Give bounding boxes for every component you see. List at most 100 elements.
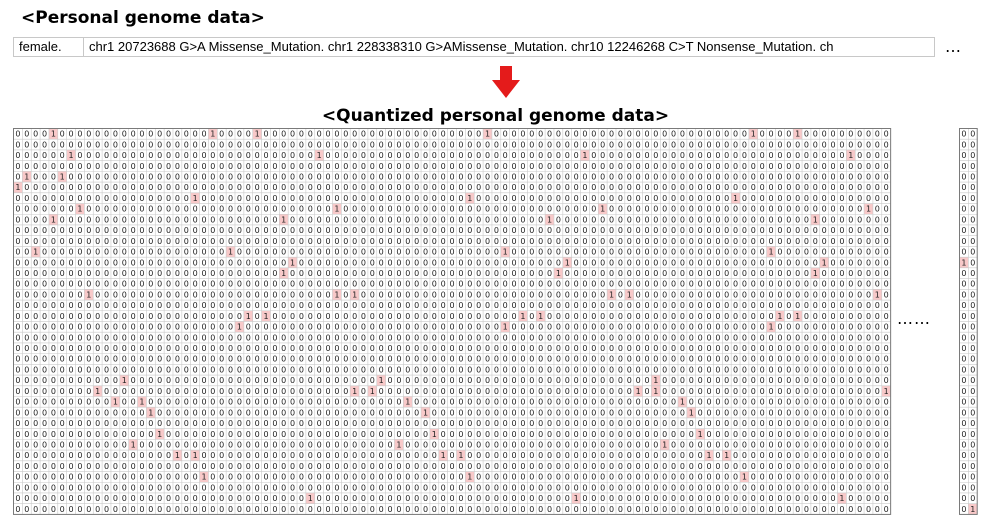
matrix-cell-zero: 0: [166, 365, 171, 374]
matrix-cell-zero: 0: [662, 323, 667, 332]
matrix-cell-zero: 0: [724, 248, 729, 257]
matrix-cell-zero: 0: [343, 215, 348, 224]
matrix-cell-zero: 0: [352, 430, 357, 439]
matrix-cell-zero: 0: [467, 258, 472, 267]
matrix-cell-zero: 0: [609, 408, 614, 417]
matrix-cell-zero: 0: [352, 365, 357, 374]
matrix-cell-zero: 0: [361, 398, 366, 407]
matrix-cell-zero: 0: [325, 140, 330, 149]
matrix-cell-zero: 0: [219, 398, 224, 407]
matrix-cell-zero: 0: [689, 483, 694, 492]
matrix-cell-zero: 0: [308, 226, 313, 235]
matrix-cell-zero: 0: [86, 473, 91, 482]
matrix-cell-zero: 0: [680, 312, 685, 321]
matrix-cell-highlight: [456, 450, 466, 461]
matrix-cell-zero: 0: [970, 290, 975, 299]
matrix-cell-zero: 0: [131, 333, 136, 342]
matrix-cell-zero: 0: [157, 376, 162, 385]
matrix-cell-zero: 0: [591, 151, 596, 160]
matrix-cell-zero: 0: [441, 290, 446, 299]
matrix-cell-zero: 0: [600, 451, 605, 460]
matrix-cell-highlight: [704, 450, 714, 461]
matrix-cell-zero: 0: [875, 173, 880, 182]
matrix-cell-zero: 0: [538, 408, 543, 417]
matrix-cell-zero: 0: [627, 355, 632, 364]
matrix-cell-zero: 0: [591, 226, 596, 235]
matrix-cell-zero: 0: [866, 483, 871, 492]
matrix-cell-zero: 0: [325, 376, 330, 385]
matrix-cell-zero: 0: [263, 194, 268, 203]
matrix-cell-zero: 0: [95, 505, 100, 514]
matrix-cell-zero: 0: [547, 462, 552, 471]
matrix-cell-zero: 0: [317, 248, 322, 257]
matrix-cell-zero: 0: [529, 312, 534, 321]
matrix-cell-zero: 0: [201, 301, 206, 310]
matrix-cell-zero: 0: [884, 312, 889, 321]
matrix-cell-zero: 0: [485, 151, 490, 160]
matrix-cell-zero: 0: [494, 376, 499, 385]
matrix-cell-zero: 0: [706, 269, 711, 278]
matrix-cell-zero: 0: [201, 183, 206, 192]
matrix-cell-zero: 0: [662, 248, 667, 257]
matrix-cell-zero: 0: [237, 312, 242, 321]
matrix-cell-zero: 0: [77, 430, 82, 439]
matrix-cell-zero: 0: [804, 462, 809, 471]
matrix-cell-zero: 0: [60, 130, 65, 139]
matrix-cell-zero: 0: [24, 376, 29, 385]
matrix-cell-one: 1: [565, 258, 570, 267]
matrix-cell-zero: 0: [706, 140, 711, 149]
matrix-cell-zero: 0: [574, 333, 579, 342]
matrix-cell-zero: 0: [813, 140, 818, 149]
matrix-cell-zero: 0: [866, 140, 871, 149]
matrix-cell-zero: 0: [786, 130, 791, 139]
matrix-cell-zero: 0: [680, 151, 685, 160]
matrix-cell-zero: 0: [795, 419, 800, 428]
matrix-cell-one: 1: [131, 441, 136, 450]
matrix-cell-zero: 0: [237, 162, 242, 171]
matrix-cell-zero: 0: [184, 419, 189, 428]
matrix-cell-zero: 0: [494, 183, 499, 192]
matrix-cell-zero: 0: [334, 269, 339, 278]
matrix-cell-zero: 0: [139, 462, 144, 471]
matrix-cell-zero: 0: [237, 226, 242, 235]
matrix-cell-zero: 0: [512, 441, 517, 450]
matrix-cell-zero: 0: [201, 355, 206, 364]
matrix-cell-zero: 0: [970, 205, 975, 214]
matrix-cell-zero: 0: [157, 473, 162, 482]
matrix-cell-zero: 0: [582, 441, 587, 450]
matrix-cell-zero: 0: [441, 226, 446, 235]
matrix-cell-zero: 0: [15, 258, 20, 267]
matrix-cell-zero: 0: [325, 441, 330, 450]
matrix-cell-zero: 0: [166, 408, 171, 417]
matrix-cell-zero: 0: [122, 151, 127, 160]
matrix-cell-zero: 0: [317, 376, 322, 385]
matrix-cell-zero: 0: [148, 183, 153, 192]
matrix-cell-zero: 0: [104, 365, 109, 374]
matrix-cell-zero: 0: [405, 312, 410, 321]
matrix-cell-zero: 0: [139, 162, 144, 171]
matrix-cell-zero: 0: [86, 494, 91, 503]
matrix-cell-zero: 0: [86, 419, 91, 428]
matrix-cell-zero: 0: [343, 269, 348, 278]
matrix-cell-zero: 0: [547, 408, 552, 417]
matrix-cell-zero: 0: [866, 462, 871, 471]
matrix-cell-zero: 0: [786, 344, 791, 353]
matrix-cell-zero: 0: [662, 419, 667, 428]
matrix-cell-zero: 0: [396, 398, 401, 407]
matrix-cell-zero: 0: [600, 151, 605, 160]
matrix-cell-zero: 0: [290, 269, 295, 278]
matrix-cell-zero: 0: [636, 226, 641, 235]
matrix-cell-zero: 0: [857, 162, 862, 171]
matrix-cell-one: 1: [432, 430, 437, 439]
matrix-cell-zero: 0: [485, 365, 490, 374]
matrix-cell-zero: 0: [644, 183, 649, 192]
matrix-cell-zero: 0: [627, 323, 632, 332]
matrix-cell-zero: 0: [51, 408, 56, 417]
matrix-cell-zero: 0: [325, 312, 330, 321]
matrix-cell-zero: 0: [600, 301, 605, 310]
matrix-cell-zero: 0: [95, 483, 100, 492]
matrix-cell-zero: 0: [884, 376, 889, 385]
matrix-cell-highlight: [57, 171, 67, 183]
matrix-cell-zero: 0: [193, 355, 198, 364]
matrix-cell-zero: 0: [760, 130, 765, 139]
